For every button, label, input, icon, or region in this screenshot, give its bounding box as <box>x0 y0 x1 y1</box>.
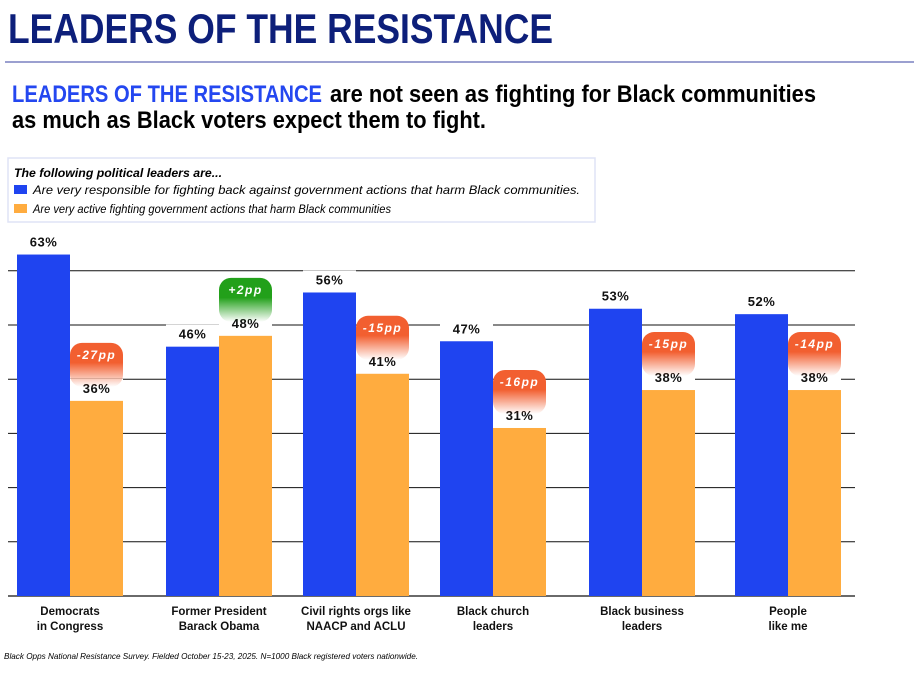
legend-title: The following political leaders are... <box>14 166 222 180</box>
legend-swatch-orange <box>14 204 27 213</box>
category-label: Democrats <box>40 606 99 618</box>
category-label: People <box>769 606 807 618</box>
legend: The following political leaders are... A… <box>7 157 596 223</box>
footnote: Black Opps National Resistance Survey. F… <box>4 651 418 661</box>
category-label: leaders <box>473 621 513 633</box>
legend-label-orange: Are very active fighting government acti… <box>32 202 391 216</box>
data-label: 53% <box>602 289 630 304</box>
category-label: NAACP and ACLU <box>306 621 405 633</box>
category-label: like me <box>769 621 808 633</box>
bar-responsible <box>166 346 219 596</box>
negative-difference-badge <box>70 342 123 387</box>
legend-label-blue: Are very responsible for fighting back a… <box>32 183 580 197</box>
bar-responsible <box>735 314 788 596</box>
difference-label: -14pp <box>795 337 835 351</box>
difference-label: -27pp <box>77 348 117 362</box>
bar-responsible <box>17 254 70 597</box>
page-title: LEADERS OF THE RESISTANCE <box>8 5 553 52</box>
label-bg <box>303 270 356 289</box>
bar-group: 52%38%-14pp <box>735 292 841 596</box>
bar-group: 47%31%-16pp <box>440 319 546 596</box>
category-label: Black business <box>600 606 684 618</box>
bar-responsible <box>589 308 642 596</box>
subtitle-line2: as much as Black voters expect them to f… <box>12 107 486 134</box>
label-bg <box>17 232 70 251</box>
category-label: Former President <box>171 606 266 618</box>
bar-active <box>642 390 695 596</box>
bar-responsible <box>303 292 356 596</box>
bar-group: 46%48%+2pp <box>166 277 272 596</box>
category-label: leaders <box>622 621 662 633</box>
category-label: in Congress <box>37 621 103 633</box>
category-label: Barack Obama <box>179 621 260 633</box>
category-labels: Democrats in Congress Former President Bara… <box>37 606 808 633</box>
subtitle-highlight: LEADERS OF THE RESISTANCE <box>12 81 322 108</box>
bar-active <box>788 390 841 596</box>
bar-active <box>356 373 409 596</box>
positive-difference-badge <box>219 277 272 322</box>
difference-label: +2pp <box>228 283 262 297</box>
label-bg <box>166 324 219 343</box>
data-label: 52% <box>748 294 776 309</box>
label-bg <box>440 319 493 338</box>
negative-difference-badge <box>788 332 841 377</box>
bar-active <box>219 335 272 596</box>
data-label: 46% <box>179 327 207 342</box>
bar-active <box>493 427 546 596</box>
subtitle-line1: are not seen as fighting for Black commu… <box>330 81 816 108</box>
data-label: 47% <box>453 321 481 336</box>
data-label: 56% <box>316 272 344 287</box>
negative-difference-badge <box>356 315 409 360</box>
legend-swatch-blue <box>14 185 27 194</box>
gridlines <box>8 270 855 597</box>
bars: 63%36%-27pp 46%48%+2pp 56%41%-15pp 47%31%-1… <box>17 232 841 597</box>
negative-difference-badge <box>493 369 546 414</box>
bar-responsible <box>440 341 493 596</box>
bar-group: 63%36%-27pp <box>17 232 123 597</box>
negative-difference-badge <box>642 332 695 377</box>
difference-label: -15pp <box>363 321 403 335</box>
label-bg <box>735 292 788 311</box>
bar-group: 56%41%-15pp <box>303 270 409 596</box>
category-label: Black church <box>457 606 529 618</box>
label-bg <box>589 286 642 305</box>
bar-active <box>70 400 123 596</box>
difference-label: -15pp <box>649 337 689 351</box>
data-label: 63% <box>30 235 58 250</box>
difference-label: -16pp <box>500 375 540 389</box>
category-label: Civil rights orgs like <box>301 606 411 618</box>
bar-group: 53%38%-15pp <box>589 286 695 596</box>
